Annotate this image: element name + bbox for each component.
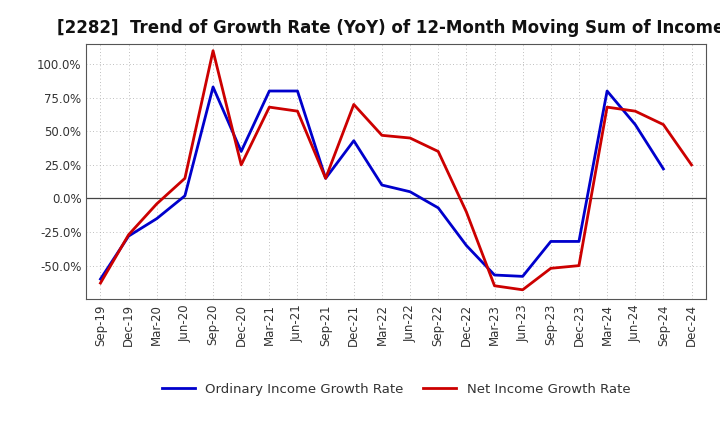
Ordinary Income Growth Rate <box>518 274 527 279</box>
Ordinary Income Growth Rate <box>575 239 583 244</box>
Ordinary Income Growth Rate <box>153 216 161 221</box>
Net Income Growth Rate <box>377 133 386 138</box>
Ordinary Income Growth Rate <box>237 149 246 154</box>
Ordinary Income Growth Rate <box>603 88 611 94</box>
Ordinary Income Growth Rate <box>377 183 386 188</box>
Line: Net Income Growth Rate: Net Income Growth Rate <box>101 51 691 290</box>
Net Income Growth Rate <box>349 102 358 107</box>
Net Income Growth Rate <box>293 109 302 114</box>
Legend: Ordinary Income Growth Rate, Net Income Growth Rate: Ordinary Income Growth Rate, Net Income … <box>156 377 636 401</box>
Ordinary Income Growth Rate <box>406 189 415 194</box>
Ordinary Income Growth Rate <box>321 176 330 181</box>
Net Income Growth Rate <box>321 176 330 181</box>
Ordinary Income Growth Rate <box>546 239 555 244</box>
Net Income Growth Rate <box>659 122 667 127</box>
Net Income Growth Rate <box>125 232 133 237</box>
Title: [2282]  Trend of Growth Rate (YoY) of 12-Month Moving Sum of Incomes: [2282] Trend of Growth Rate (YoY) of 12-… <box>58 19 720 37</box>
Line: Ordinary Income Growth Rate: Ordinary Income Growth Rate <box>101 87 663 279</box>
Net Income Growth Rate <box>237 162 246 168</box>
Net Income Growth Rate <box>209 48 217 53</box>
Net Income Growth Rate <box>265 104 274 110</box>
Net Income Growth Rate <box>153 201 161 206</box>
Ordinary Income Growth Rate <box>181 193 189 198</box>
Net Income Growth Rate <box>181 176 189 181</box>
Ordinary Income Growth Rate <box>490 272 499 278</box>
Ordinary Income Growth Rate <box>434 205 443 210</box>
Ordinary Income Growth Rate <box>462 243 471 248</box>
Net Income Growth Rate <box>96 280 105 286</box>
Net Income Growth Rate <box>546 266 555 271</box>
Net Income Growth Rate <box>406 136 415 141</box>
Net Income Growth Rate <box>518 287 527 293</box>
Ordinary Income Growth Rate <box>659 166 667 172</box>
Ordinary Income Growth Rate <box>265 88 274 94</box>
Ordinary Income Growth Rate <box>209 84 217 90</box>
Net Income Growth Rate <box>434 149 443 154</box>
Net Income Growth Rate <box>603 104 611 110</box>
Net Income Growth Rate <box>687 162 696 168</box>
Net Income Growth Rate <box>631 109 639 114</box>
Ordinary Income Growth Rate <box>631 122 639 127</box>
Ordinary Income Growth Rate <box>349 138 358 143</box>
Ordinary Income Growth Rate <box>125 234 133 239</box>
Net Income Growth Rate <box>462 209 471 215</box>
Ordinary Income Growth Rate <box>293 88 302 94</box>
Net Income Growth Rate <box>575 263 583 268</box>
Net Income Growth Rate <box>490 283 499 288</box>
Ordinary Income Growth Rate <box>96 276 105 282</box>
